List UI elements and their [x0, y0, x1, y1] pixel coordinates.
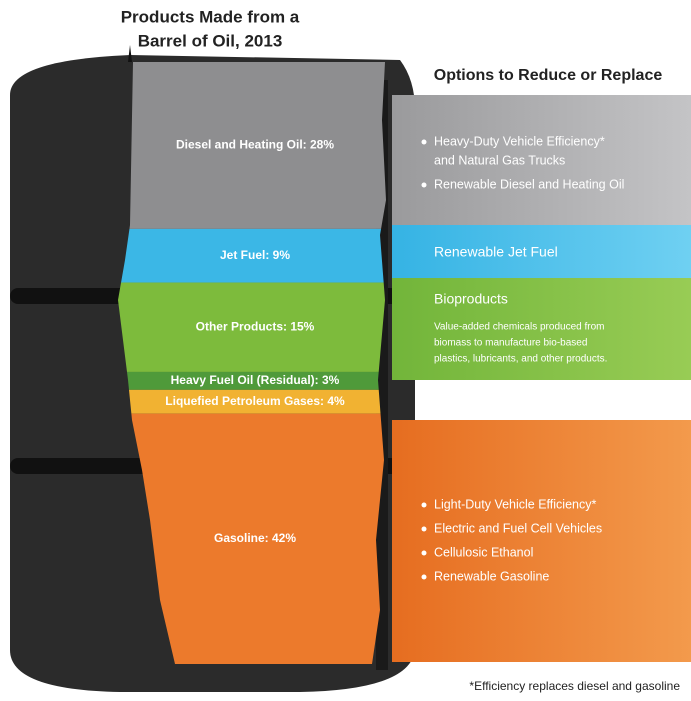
title-line: Products Made from a	[121, 7, 300, 26]
segment	[118, 389, 386, 414]
bullets	[421, 139, 427, 580]
segment	[118, 282, 386, 372]
options-panels	[392, 95, 691, 662]
segment-label: Gasoline: 42%	[214, 531, 296, 545]
options-title: Options to Reduce or Replace	[434, 67, 663, 84]
bullet-text: and Natural Gas Trucks	[434, 153, 565, 167]
segment-label: Heavy Fuel Oil (Residual): 3%	[171, 373, 340, 387]
footnote: *Efficiency replaces diesel and gasoline	[469, 679, 680, 693]
segment	[118, 371, 386, 390]
panel-bio	[392, 278, 691, 380]
panel-jet	[392, 225, 691, 278]
option-description: plastics, lubricants, and other products…	[434, 354, 607, 365]
segment	[118, 62, 386, 229]
bullet-text: Renewable Diesel and Heating Oil	[434, 177, 624, 191]
bullet-text: Electric and Fuel Cell Vehicles	[434, 521, 602, 535]
option-heading: Bioproducts	[434, 291, 508, 307]
segment-label: Liquefied Petroleum Gases: 4%	[165, 394, 345, 408]
segment-label: Other Products: 15%	[196, 319, 315, 333]
bullet-text: Renewable Gasoline	[434, 569, 549, 583]
option-description: biomass to manufacture bio-based	[434, 338, 587, 349]
segment	[118, 228, 386, 283]
panel-gasoline	[392, 420, 691, 662]
panel-diesel	[392, 95, 691, 225]
segment-label: Jet Fuel: 9%	[220, 248, 290, 262]
bullet-text: Heavy-Duty Vehicle Efficiency*	[434, 134, 605, 148]
segment-label: Diesel and Heating Oil: 28%	[176, 138, 334, 152]
bullet-text: Cellulosic Ethanol	[434, 545, 533, 559]
title-line: Barrel of Oil, 2013	[138, 31, 283, 50]
bullet-text: Light-Duty Vehicle Efficiency*	[434, 497, 596, 511]
barrel-contents	[118, 62, 386, 664]
option-description: Value-added chemicals produced from	[434, 322, 604, 333]
option-heading: Renewable Jet Fuel	[434, 244, 558, 260]
